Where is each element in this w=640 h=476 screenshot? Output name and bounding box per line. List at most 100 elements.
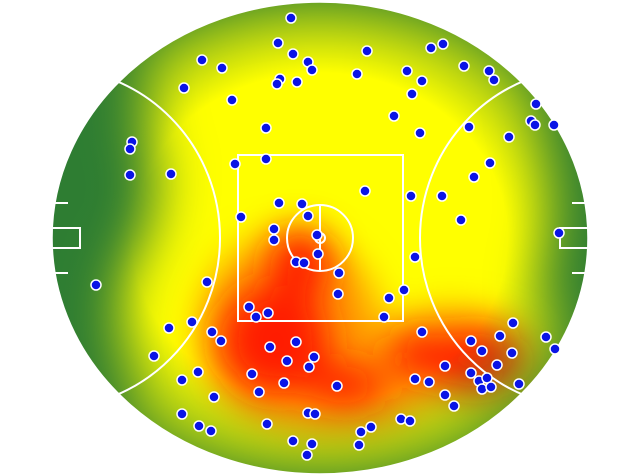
event-marker — [309, 408, 321, 420]
event-marker — [378, 311, 390, 323]
event-marker — [290, 336, 302, 348]
event-marker — [208, 391, 220, 403]
event-marker — [359, 185, 371, 197]
event-marker — [491, 359, 503, 371]
event-marker — [250, 311, 262, 323]
event-marker — [506, 347, 518, 359]
event-marker — [465, 367, 477, 379]
event-marker — [196, 54, 208, 66]
event-marker — [333, 267, 345, 279]
event-marker — [409, 251, 421, 263]
event-marker — [285, 12, 297, 24]
event-marker — [353, 439, 365, 451]
event-marker — [205, 425, 217, 437]
event-marker — [439, 360, 451, 372]
event-marker — [488, 74, 500, 86]
event-marker — [260, 153, 272, 165]
event-marker — [124, 143, 136, 155]
event-marker — [163, 322, 175, 334]
event-marker — [243, 301, 255, 313]
event-marker — [201, 276, 213, 288]
boundary-line — [51, 1, 589, 475]
event-marker — [253, 386, 265, 398]
event-marker — [261, 418, 273, 430]
event-marker — [425, 42, 437, 54]
event-marker — [176, 408, 188, 420]
event-marker — [216, 62, 228, 74]
event-marker — [398, 284, 410, 296]
centre-square — [237, 154, 404, 322]
event-marker — [311, 229, 323, 241]
event-marker — [439, 389, 451, 401]
event-marker — [448, 400, 460, 412]
event-marker — [312, 248, 324, 260]
event-marker — [423, 376, 435, 388]
event-marker — [332, 288, 344, 300]
event-marker — [90, 279, 102, 291]
event-marker — [306, 438, 318, 450]
event-marker — [437, 38, 449, 50]
event-markers — [90, 12, 565, 461]
event-marker — [215, 335, 227, 347]
event-marker — [271, 78, 283, 90]
event-marker — [165, 168, 177, 180]
event-marker — [548, 119, 560, 131]
event-marker — [355, 426, 367, 438]
event-marker — [365, 421, 377, 433]
event-marker — [416, 75, 428, 87]
event-marker — [468, 171, 480, 183]
event-marker — [291, 76, 303, 88]
goal-square-left — [52, 227, 81, 249]
event-marker — [503, 131, 515, 143]
arc-right-50m — [419, 67, 588, 409]
event-marker — [405, 190, 417, 202]
event-marker — [416, 326, 428, 338]
event-marker — [298, 257, 310, 269]
event-marker — [483, 65, 495, 77]
event-marker — [485, 381, 497, 393]
event-marker — [463, 121, 475, 133]
event-marker — [306, 64, 318, 76]
event-marker — [361, 45, 373, 57]
event-marker — [246, 368, 258, 380]
event-marker — [268, 223, 280, 235]
event-marker — [287, 435, 299, 447]
event-marker — [193, 420, 205, 432]
event-marker — [178, 82, 190, 94]
event-marker — [124, 169, 136, 181]
event-marker — [278, 377, 290, 389]
event-marker — [529, 119, 541, 131]
event-marker — [414, 127, 426, 139]
event-marker — [549, 343, 561, 355]
event-marker — [530, 98, 542, 110]
event-marker — [235, 211, 247, 223]
event-marker — [192, 366, 204, 378]
event-marker — [476, 345, 488, 357]
event-marker — [409, 373, 421, 385]
event-marker — [401, 65, 413, 77]
event-marker — [484, 157, 496, 169]
event-marker — [388, 110, 400, 122]
event-marker — [553, 227, 565, 239]
event-marker — [406, 88, 418, 100]
event-marker — [465, 335, 477, 347]
event-marker — [262, 307, 274, 319]
arc-left-50m — [52, 67, 221, 409]
event-marker — [383, 292, 395, 304]
event-marker — [301, 449, 313, 461]
event-marker — [287, 48, 299, 60]
event-marker — [351, 68, 363, 80]
event-marker — [268, 234, 280, 246]
event-marker — [540, 331, 552, 343]
event-marker — [436, 190, 448, 202]
event-marker — [458, 60, 470, 72]
event-marker — [264, 341, 276, 353]
event-marker — [303, 361, 315, 373]
event-marker — [404, 415, 416, 427]
event-marker — [273, 197, 285, 209]
event-marker — [331, 380, 343, 392]
event-marker — [272, 37, 284, 49]
event-marker — [148, 350, 160, 362]
